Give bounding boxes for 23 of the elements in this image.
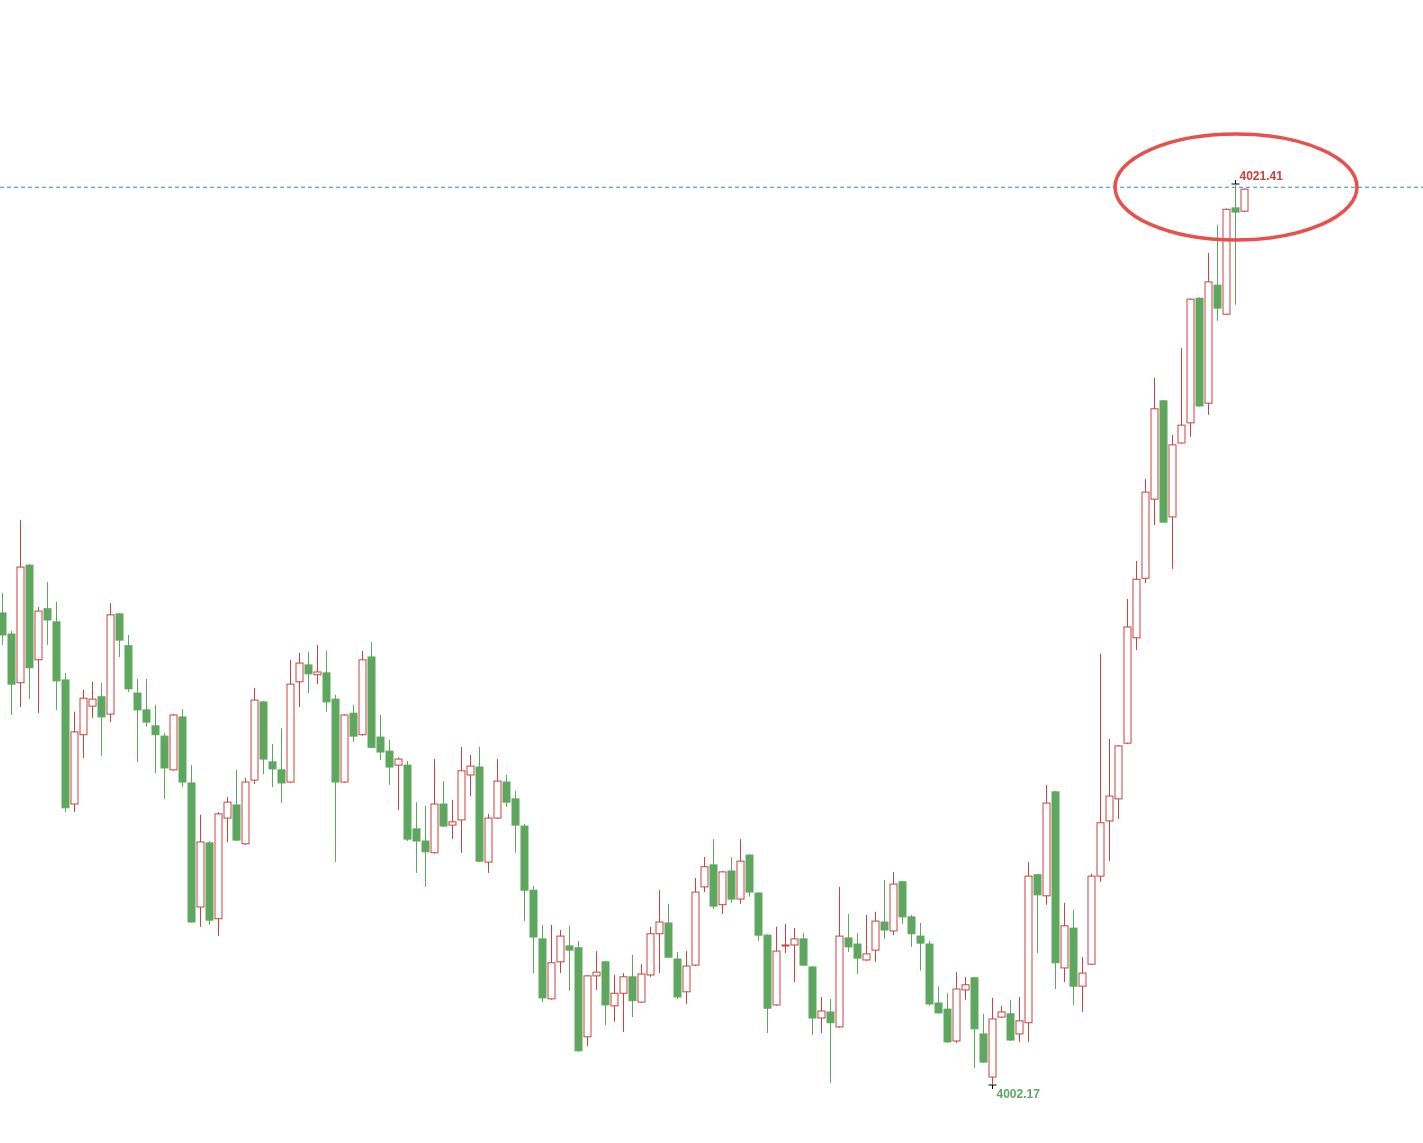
candlestick (1177, 347, 1186, 445)
candlestick (1231, 183, 1240, 306)
text: 4021.41 (1239, 169, 1284, 183)
candlestick (628, 954, 637, 1018)
candlestick (862, 914, 871, 962)
candlestick (826, 998, 835, 1084)
candlestick (43, 581, 52, 646)
text: 4002.17 (996, 1087, 1041, 1101)
candlestick (880, 879, 889, 940)
candlestick (295, 652, 304, 708)
candlestick (313, 644, 322, 685)
candlestick (1213, 224, 1222, 322)
candlestick (817, 996, 826, 1034)
candlestick (304, 651, 313, 694)
candlestick (700, 856, 709, 893)
candlestick (1078, 956, 1087, 1013)
candlestick (394, 756, 403, 811)
candlestick (349, 704, 358, 743)
candlestick (1033, 873, 1042, 954)
candlestick (97, 682, 106, 757)
candlestick (439, 780, 448, 828)
candlestick (151, 704, 160, 774)
candlestick (448, 799, 457, 840)
